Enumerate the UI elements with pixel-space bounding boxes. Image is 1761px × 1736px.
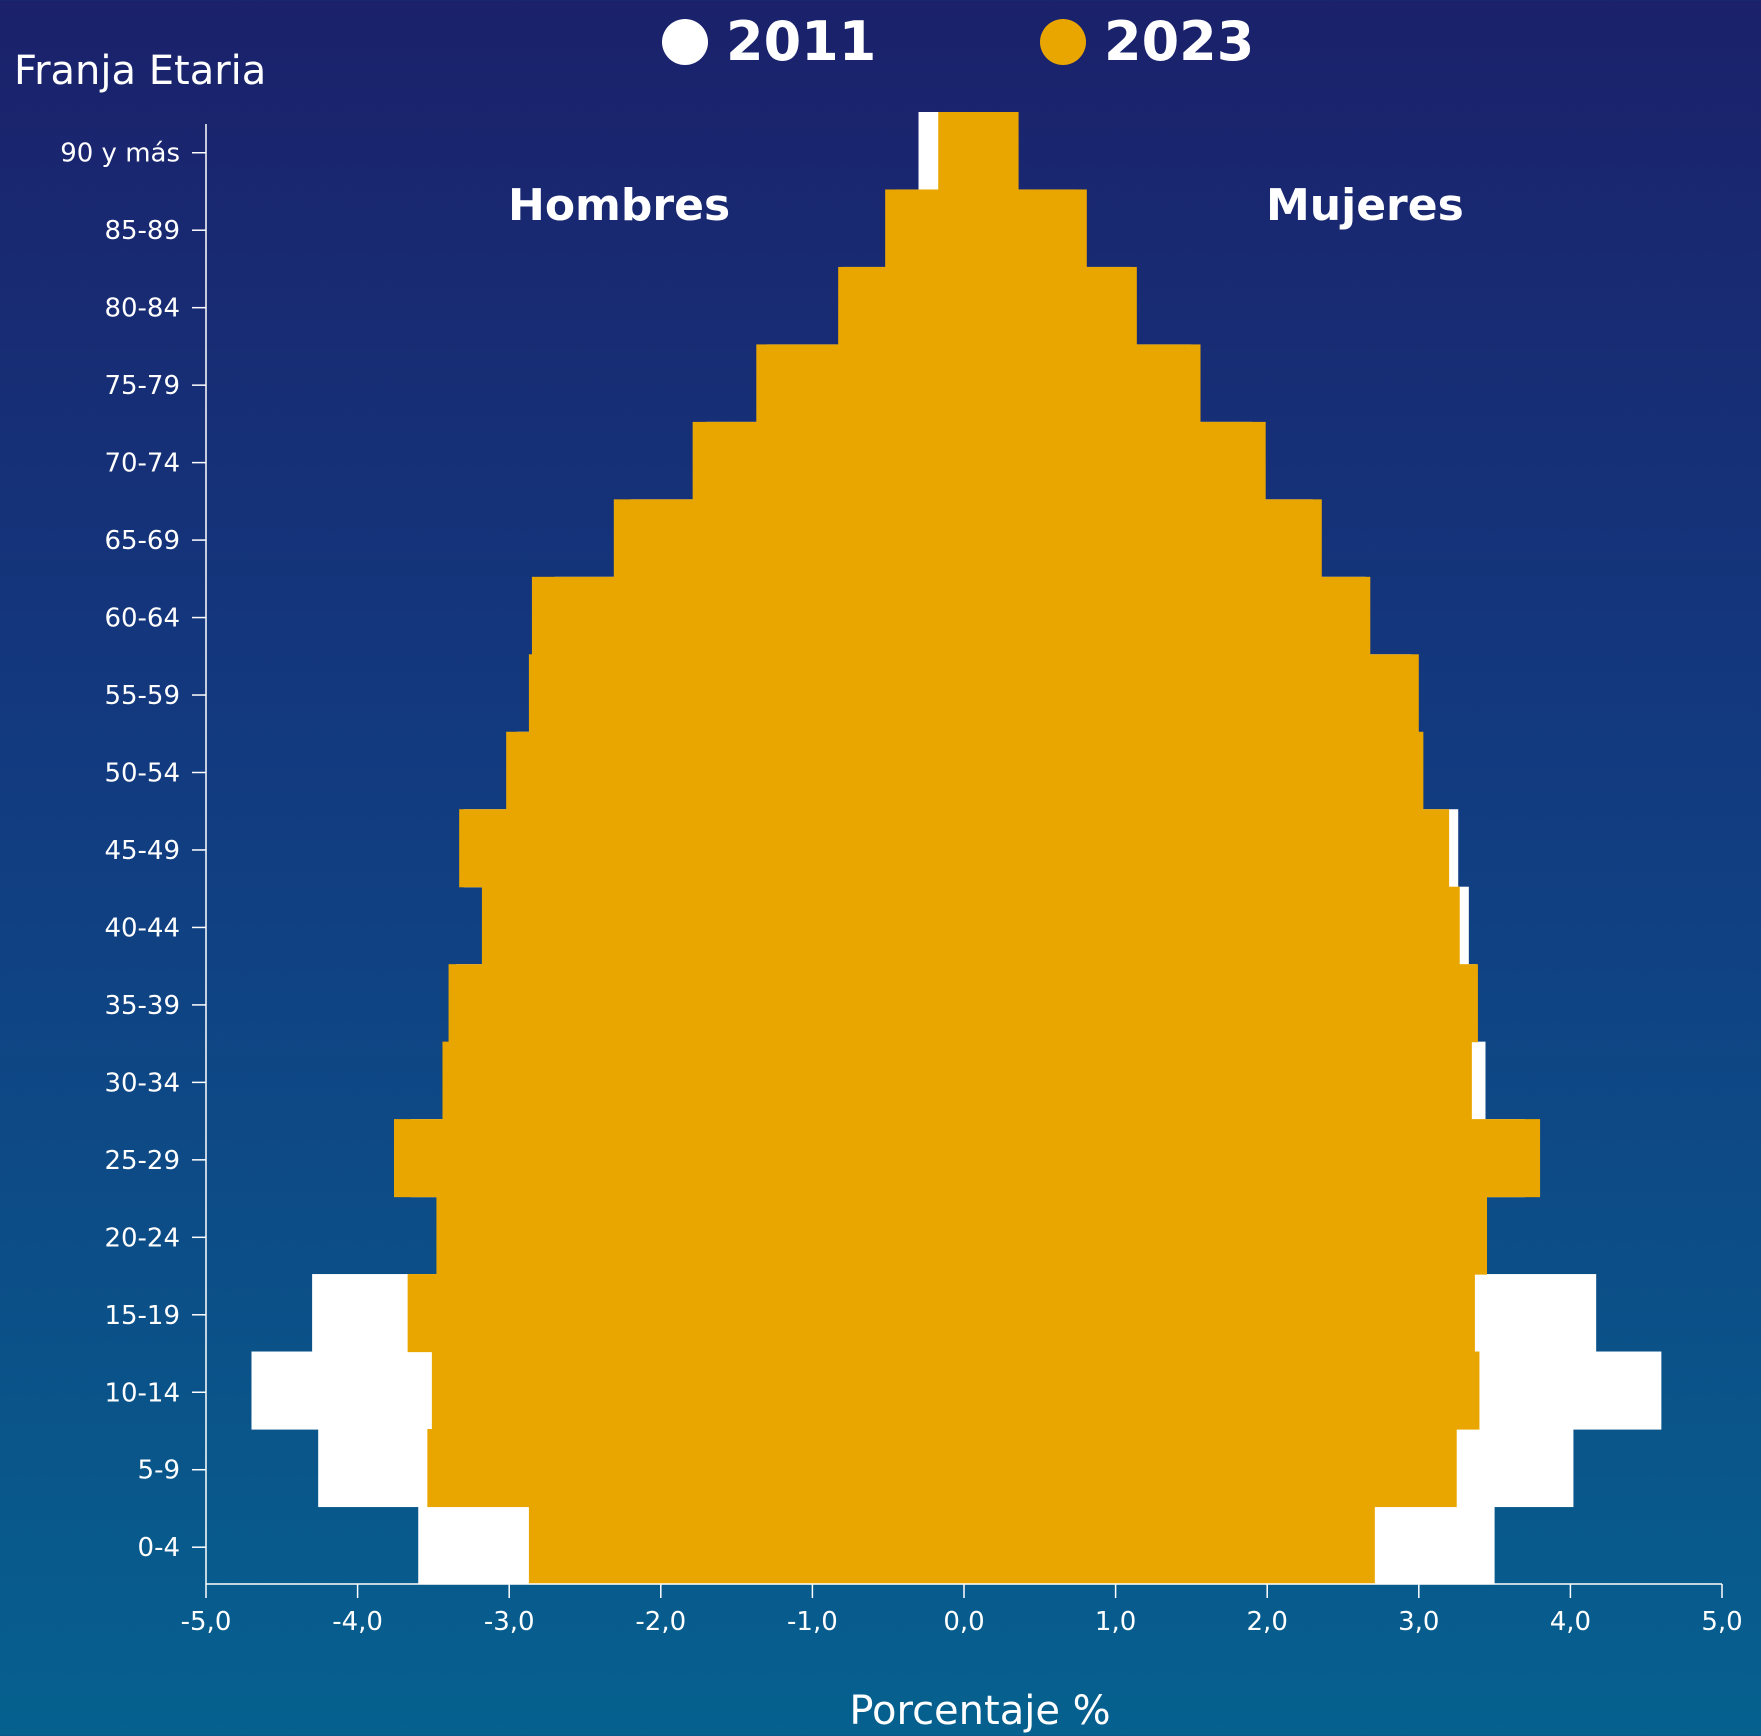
legend-label-2011: 2011: [726, 10, 877, 73]
x-tick-label-10: 5,0: [1701, 1607, 1742, 1637]
y-tick-label-16: 10-14: [104, 1378, 180, 1408]
y-tick-label-8: 50-54: [104, 758, 180, 788]
x-tick-label-1: -4,0: [332, 1607, 383, 1637]
x-tick-label-2: -3,0: [484, 1607, 535, 1637]
bar-2023-mujeres-3: [964, 344, 1201, 423]
bar-2023-mujeres-2: [964, 266, 1137, 346]
x-tick-label-5: 0,0: [943, 1607, 984, 1637]
y-tick-label-11: 35-39: [104, 991, 180, 1021]
bar-2023-mujeres-18: [964, 1506, 1375, 1585]
bar-2023-hombres-12: [442, 1041, 965, 1120]
x-tick-label-9: 4,0: [1550, 1607, 1591, 1637]
y-tick-label-4: 70-74: [104, 449, 180, 479]
label-hombres: Hombres: [508, 180, 731, 231]
bar-2023-hombres-9: [459, 809, 964, 888]
bar-2023-mujeres-1: [964, 189, 1087, 268]
legend-swatch-2023: [1040, 18, 1086, 65]
bar-2023-mujeres-17: [964, 1428, 1457, 1508]
x-tick-label-3: -2,0: [635, 1607, 686, 1637]
y-tick-label-3: 75-79: [104, 371, 180, 401]
y-tick-label-2: 80-84: [104, 294, 180, 324]
legend-swatch-2011: [662, 18, 708, 65]
bar-2023-mujeres-16: [964, 1351, 1480, 1430]
bar-2023-hombres-10: [481, 886, 964, 965]
bar-2023-hombres-5: [613, 499, 964, 578]
x-tick-label-0: -5,0: [181, 1607, 232, 1637]
y-tick-label-18: 0-4: [138, 1533, 180, 1563]
bar-2023-hombres-14: [436, 1196, 964, 1275]
bar-2023-hombres-8: [506, 731, 964, 810]
bar-2023-hombres-3: [756, 344, 964, 423]
y-tick-label-0: 90 y más: [60, 139, 180, 169]
y-tick-label-10: 40-44: [104, 913, 180, 943]
y-tick-label-12: 30-34: [104, 1068, 180, 1098]
bar-2023-mujeres-7: [964, 654, 1419, 733]
bar-2023-hombres-7: [528, 654, 964, 733]
legend-label-2023: 2023: [1104, 10, 1255, 73]
y-tick-label-14: 20-24: [104, 1223, 180, 1253]
bar-2023-hombres-6: [531, 576, 964, 655]
legend-item-2023: 2023: [1040, 10, 1254, 73]
bar-2023-mujeres-10: [964, 886, 1460, 965]
bar-2023-mujeres-12: [964, 1041, 1472, 1120]
bar-2023-mujeres-4: [964, 421, 1266, 500]
bar-2023-hombres-15: [407, 1274, 964, 1353]
bar-2023-hombres-16: [431, 1351, 964, 1430]
bar-2023-hombres-11: [448, 964, 964, 1043]
legend-item-2011: 2011: [662, 10, 876, 73]
y-tick-label-6: 60-64: [104, 604, 180, 634]
y-tick-label-13: 25-29: [104, 1146, 180, 1176]
x-tick-label-6: 1,0: [1095, 1607, 1136, 1637]
chart-title: Franja Etaria: [14, 48, 267, 94]
x-tick-label-4: -1,0: [787, 1607, 838, 1637]
bar-2023-hombres-13: [393, 1119, 964, 1198]
y-tick-label-9: 45-49: [104, 836, 180, 866]
bar-2023-mujeres-9: [964, 809, 1450, 888]
y-tick-label-15: 15-19: [104, 1301, 180, 1331]
x-tick-label-8: 3,0: [1398, 1607, 1439, 1637]
y-tick-label-7: 55-59: [104, 681, 180, 711]
bar-2023-hombres-1: [885, 189, 964, 268]
bar-2023-hombres-2: [838, 266, 964, 346]
label-mujeres: Mujeres: [1266, 180, 1464, 231]
bar-2023-hombres-17: [427, 1428, 964, 1508]
bar-2023-mujeres-6: [964, 576, 1371, 655]
bar-2023-hombres-0: [938, 112, 964, 191]
x-tick-label-7: 2,0: [1247, 1607, 1288, 1637]
bar-2023-mujeres-13: [964, 1119, 1541, 1198]
x-axis-label: Porcentaje %: [849, 1688, 1111, 1734]
bar-2023-hombres-18: [528, 1506, 964, 1585]
bar-2023-mujeres-0: [964, 112, 1019, 191]
bar-2023-mujeres-8: [964, 731, 1424, 810]
bar-2023-mujeres-15: [964, 1274, 1475, 1353]
y-tick-label-5: 65-69: [104, 526, 180, 556]
bar-2023-hombres-4: [692, 421, 964, 500]
bar-2023-mujeres-11: [964, 964, 1478, 1043]
y-tick-label-1: 85-89: [104, 216, 180, 246]
y-tick-label-17: 5-9: [138, 1456, 180, 1486]
bar-2023-mujeres-14: [964, 1196, 1488, 1275]
bar-2023-mujeres-5: [964, 499, 1322, 578]
